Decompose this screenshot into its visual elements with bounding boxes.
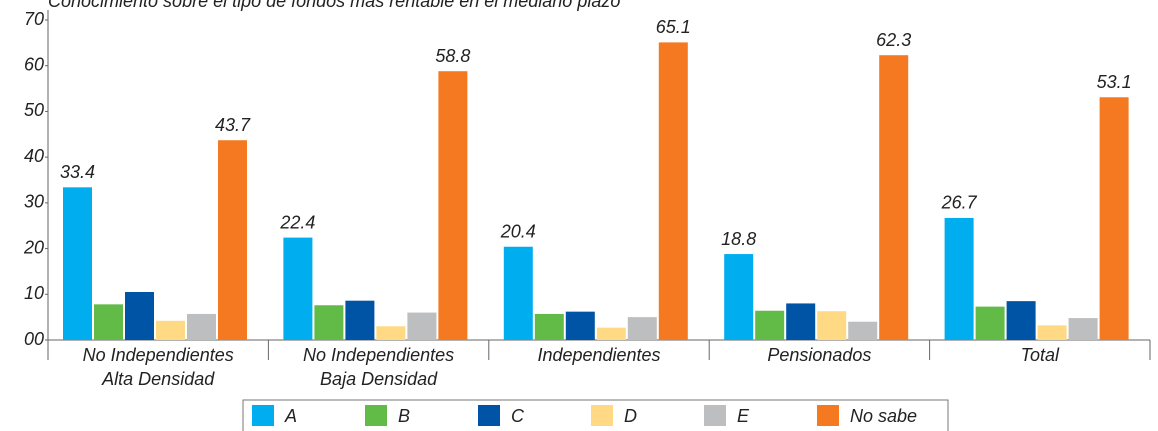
data-label: 20.4 — [500, 221, 536, 241]
bar — [1037, 325, 1067, 340]
bar — [786, 303, 816, 340]
data-label: 33.4 — [60, 162, 95, 182]
bar — [376, 326, 406, 340]
y-tick-label: 30 — [24, 192, 44, 212]
legend-label: B — [398, 406, 410, 426]
bar — [1006, 301, 1036, 340]
legend-swatch — [704, 405, 726, 426]
x-tick-label: Independientes — [537, 345, 660, 365]
data-label: 53.1 — [1097, 72, 1132, 92]
bar — [345, 300, 375, 340]
legend-label: No sabe — [850, 406, 917, 426]
bar — [627, 317, 657, 340]
legend-swatch — [252, 405, 274, 426]
bar — [438, 71, 468, 340]
bar — [658, 42, 688, 341]
data-label: 18.8 — [721, 229, 756, 249]
bar — [944, 217, 974, 340]
legend-swatch — [478, 405, 500, 426]
bar — [879, 55, 909, 340]
bar — [156, 320, 185, 340]
legend-label: A — [284, 406, 297, 426]
bar — [534, 313, 564, 340]
data-label: 22.4 — [279, 212, 315, 232]
bar — [755, 310, 785, 340]
y-tick-label: 20 — [23, 237, 44, 257]
bar — [314, 305, 344, 340]
x-tick-label: Total — [1021, 345, 1060, 365]
bar — [817, 311, 847, 340]
legend-swatch — [591, 405, 613, 426]
bar — [283, 237, 313, 340]
bar — [1068, 318, 1098, 340]
y-tick-label: 60 — [24, 54, 44, 74]
bar — [975, 306, 1005, 340]
bar — [596, 327, 626, 340]
bar — [94, 304, 123, 340]
data-label: 26.7 — [941, 193, 978, 213]
bar — [848, 321, 878, 340]
bar — [63, 187, 92, 340]
legend-swatch — [365, 405, 387, 426]
legend-box — [242, 399, 949, 431]
data-label: 62.3 — [876, 30, 911, 50]
bar — [503, 246, 533, 340]
data-label: 43.7 — [215, 115, 251, 135]
bar — [407, 312, 437, 340]
data-label: 65.1 — [656, 17, 691, 37]
x-tick-label: Pensionados — [767, 345, 871, 365]
bar — [724, 254, 754, 340]
y-tick-label: 70 — [24, 9, 44, 29]
legend-label: C — [511, 406, 525, 426]
bar — [125, 292, 154, 340]
y-tick-label: 10 — [24, 283, 44, 303]
y-tick-label: 00 — [24, 329, 44, 349]
legend-swatch — [817, 405, 839, 426]
y-tick-label: 50 — [24, 100, 44, 120]
x-tick-label: No Independientes Baja Densidad — [303, 345, 454, 389]
legend-label: D — [624, 406, 637, 426]
bar — [218, 140, 247, 340]
y-tick-label: 40 — [24, 146, 44, 166]
legend-label: E — [737, 406, 750, 426]
chart-title: Conocimiento sobre el tipo de fondos más… — [48, 0, 620, 11]
x-tick-label: No Independientes Alta Densidad — [83, 345, 234, 389]
data-label: 58.8 — [435, 46, 470, 66]
bar — [565, 311, 595, 340]
bar — [187, 313, 216, 340]
bar — [1099, 97, 1129, 340]
